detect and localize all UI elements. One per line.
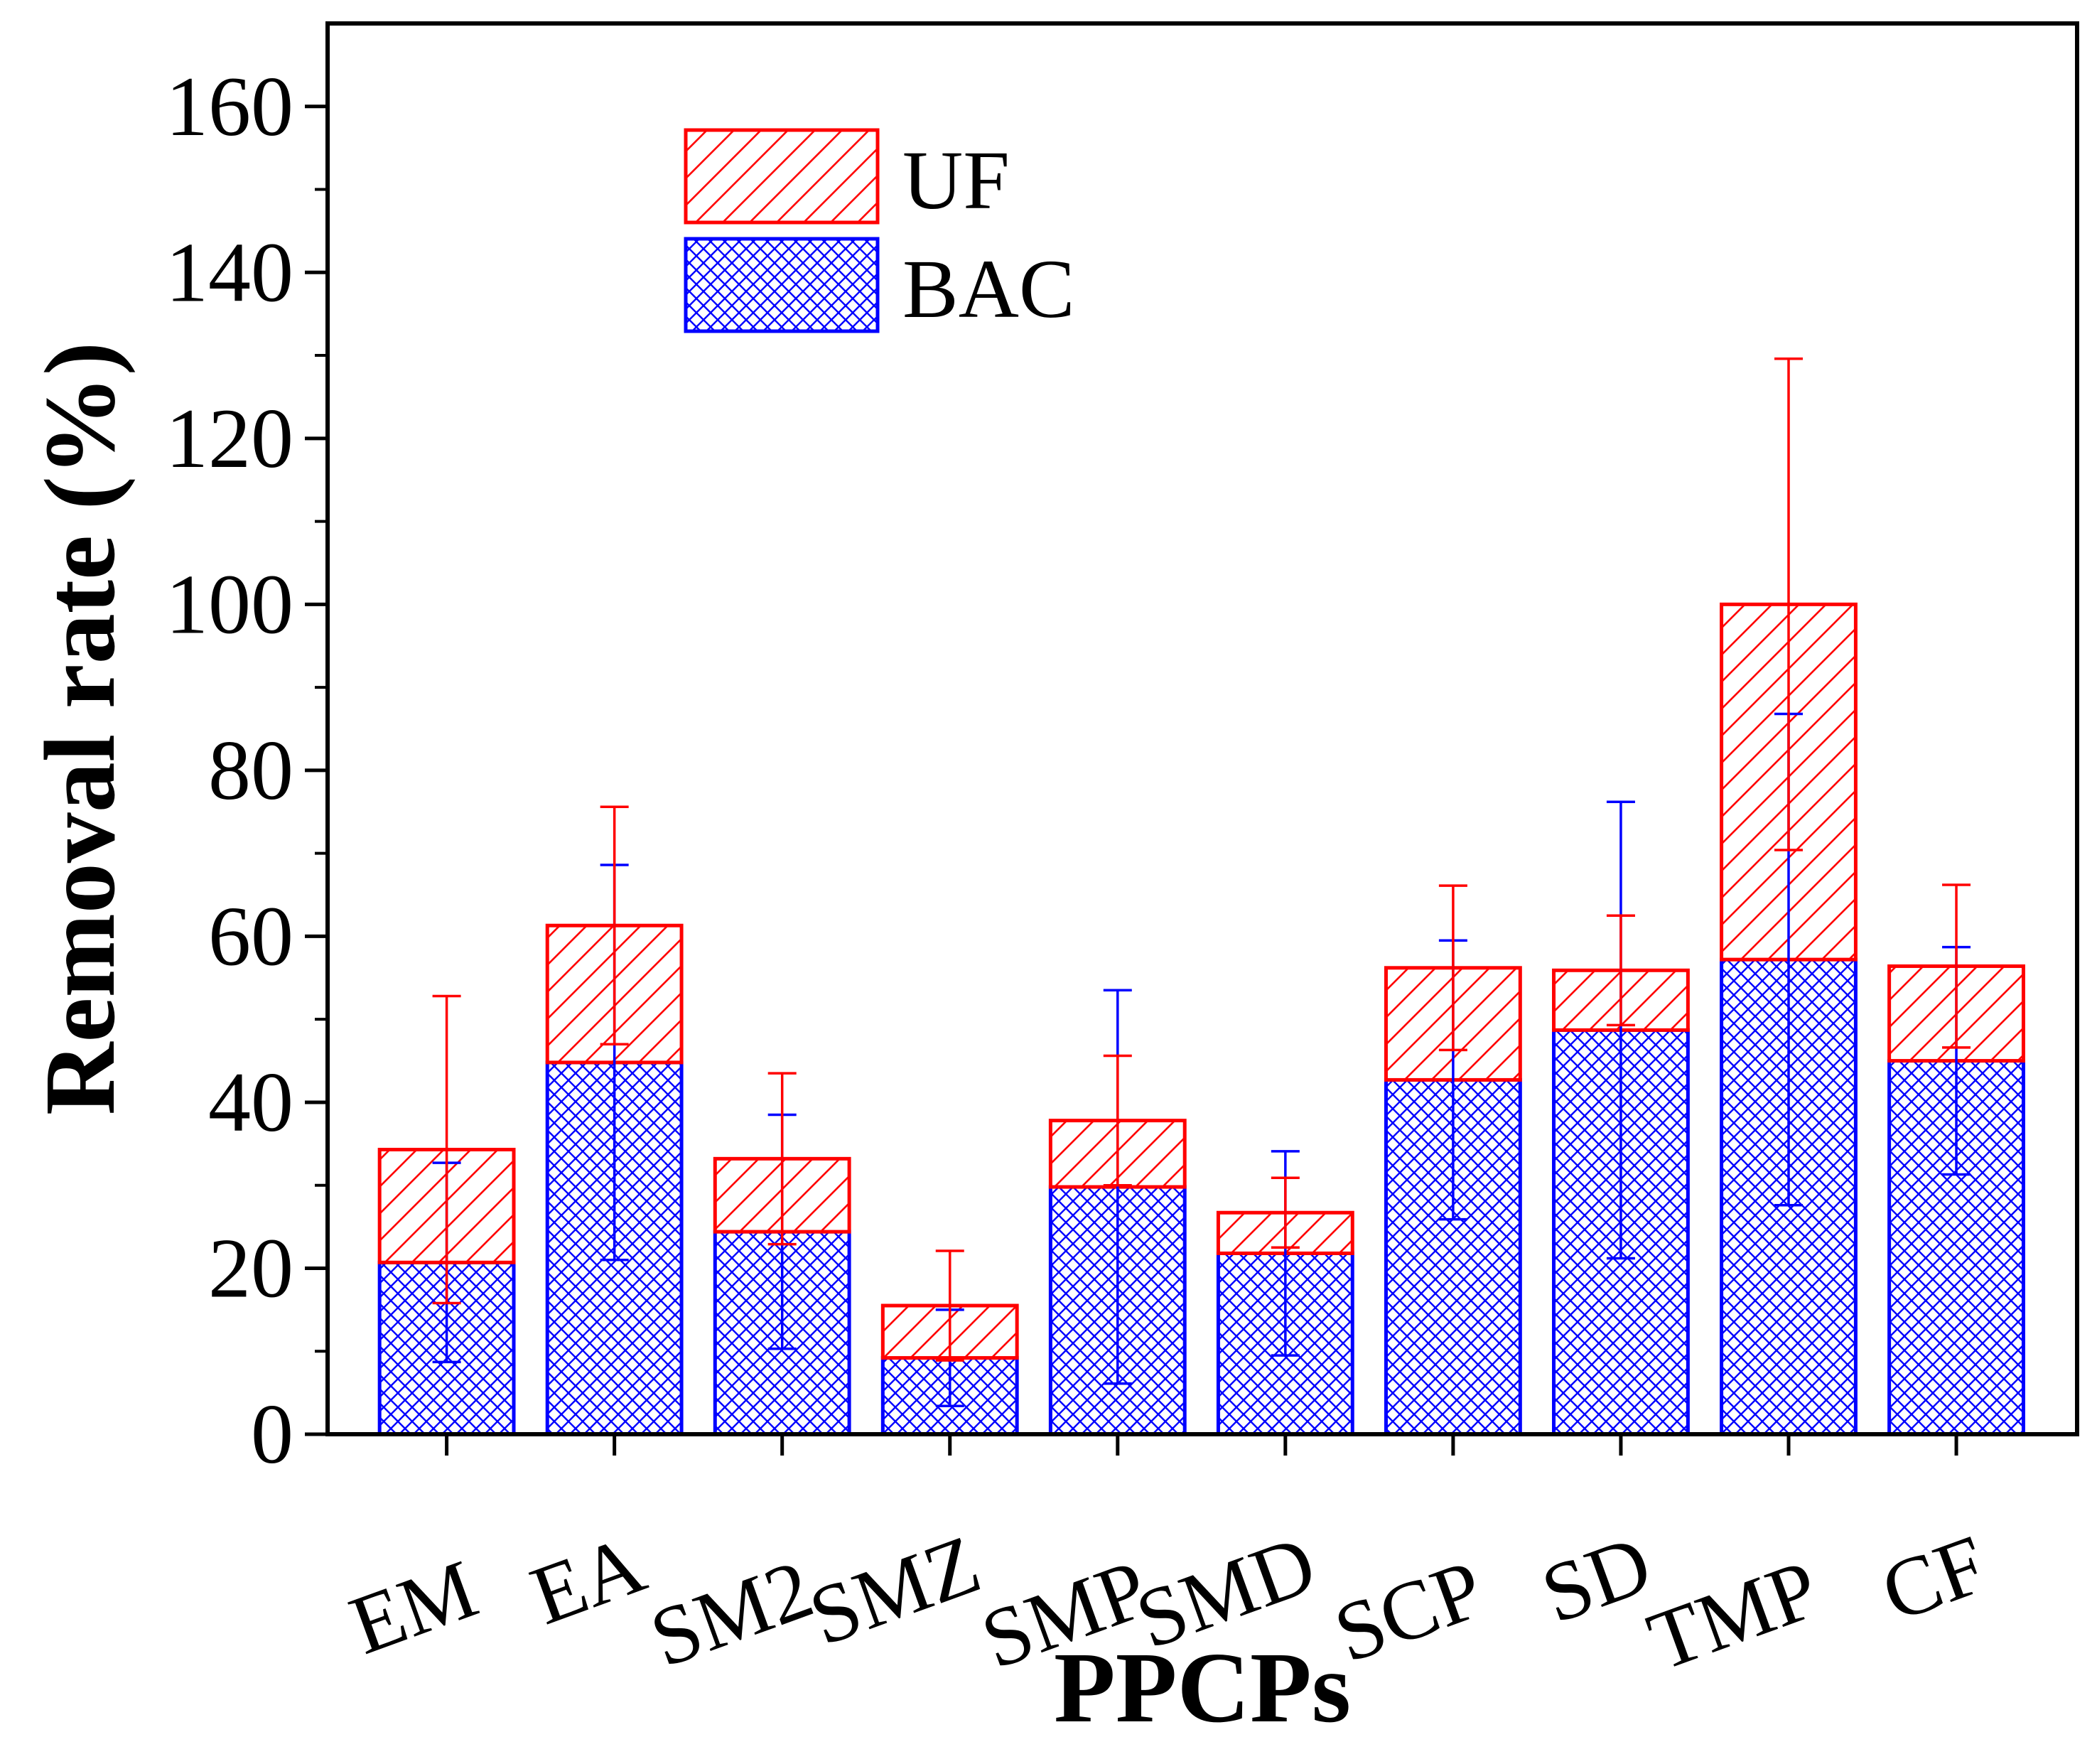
y-tick-label: 160 <box>166 59 293 154</box>
y-tick-label: 40 <box>208 1055 293 1149</box>
error-bar-bac-sd <box>1606 800 1635 1260</box>
plot-frame <box>325 21 2079 1436</box>
legend: UF BAC <box>684 128 1075 335</box>
x-tick-label-em: EM <box>338 1542 488 1672</box>
x-tick-label-smz: SMZ <box>798 1517 992 1663</box>
error-bar-uf-ea <box>600 805 629 1045</box>
x-tick-label-sd: SD <box>1530 1517 1663 1641</box>
y-axis-title: Removal rate (%) <box>23 342 136 1115</box>
x-axis-title: PPCPs <box>1054 1631 1351 1743</box>
y-tick-label: 140 <box>166 225 293 319</box>
x-tick-label-ea: EA <box>519 1517 657 1642</box>
y-tick-label: 20 <box>208 1220 293 1315</box>
error-bar-uf-em <box>432 994 461 1305</box>
error-bar-uf-smd <box>1271 1176 1300 1249</box>
x-tick-label-sm2: SM2 <box>639 1542 824 1685</box>
error-bar-uf-cf <box>1942 883 1971 1049</box>
x-tick-label-cf: CF <box>1870 1517 1998 1639</box>
legend-swatch-bac <box>684 237 880 333</box>
axes <box>325 21 2079 1436</box>
error-bar-uf-sm2 <box>767 1072 797 1246</box>
y-tick-label: 80 <box>208 723 293 817</box>
x-tick-label-tmp: TMP <box>1637 1542 1831 1688</box>
bars-layer <box>377 602 2025 1436</box>
error-bar-uf-scp <box>1438 884 1467 1052</box>
legend-label-bac: BAC <box>902 242 1075 335</box>
error-bar-uf-sd <box>1606 914 1635 1027</box>
y-tick-label: 0 <box>251 1387 293 1481</box>
y-axis-ticks: 0 20 40 60 80 100 120 140 160 <box>166 59 328 1481</box>
error-bars-layer <box>432 357 1971 1408</box>
error-bar-uf-tmp <box>1774 357 1803 851</box>
y-tick-label: 60 <box>208 888 293 983</box>
error-bar-uf-smz <box>935 1249 964 1362</box>
legend-label-uf: UF <box>902 134 1010 227</box>
y-tick-label: 100 <box>166 556 293 651</box>
error-bar-uf-smp <box>1103 1054 1132 1187</box>
legend-swatch-uf <box>684 128 880 225</box>
y-tick-label: 120 <box>166 391 293 485</box>
